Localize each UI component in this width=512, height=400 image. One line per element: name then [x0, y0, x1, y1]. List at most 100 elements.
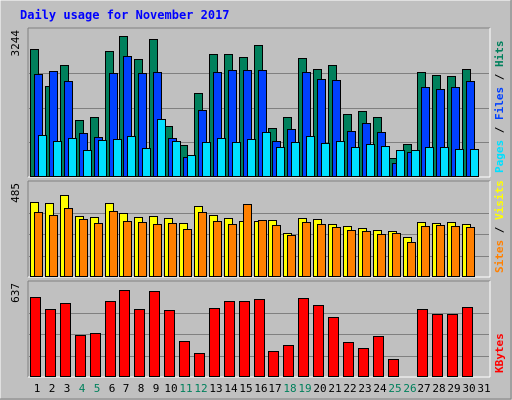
x-tick-label: 16 [254, 382, 267, 395]
bar-sites-day-16 [258, 220, 267, 277]
bar-sites-day-12 [198, 212, 207, 277]
bar-sites-day-30 [466, 227, 475, 277]
bar-kbytes-day-14 [224, 301, 235, 377]
bar-kbytes-day-2 [45, 309, 56, 377]
x-tick-label: 1 [34, 382, 41, 395]
series-kbytes [30, 290, 473, 377]
bar-pages-day-24 [381, 146, 390, 177]
x-tick-label: 18 [283, 382, 296, 395]
bar-kbytes-day-19 [298, 298, 309, 377]
bar-pages-day-15 [247, 139, 256, 177]
x-tick-label: 22 [343, 382, 356, 395]
bar-pages-day-9 [157, 119, 166, 177]
bar-kbytes-day-15 [239, 301, 250, 377]
bar-pages-day-8 [142, 148, 151, 177]
x-tick-label: 6 [109, 382, 116, 395]
legend-item-hits: Hits [493, 41, 506, 68]
x-tick-label: 13 [209, 382, 222, 395]
x-tick-label: 30 [462, 382, 475, 395]
bar-sites-day-22 [347, 230, 356, 277]
x-tick-label: 17 [268, 382, 281, 395]
legend-item-visits: Visits [493, 180, 506, 220]
bar-sites-day-23 [362, 231, 371, 277]
bar-pages-day-6 [113, 139, 122, 177]
y-max-label: 3244 [9, 30, 22, 57]
bar-pages-day-3 [68, 138, 77, 177]
legend-separator: / [493, 120, 506, 140]
series-sites [34, 204, 475, 277]
bar-sites-day-18 [287, 235, 296, 277]
legend-hits-files-pages: Pages / Files / Hits [493, 41, 506, 174]
panel-visits-sites: 485 Sites / Visits [9, 180, 506, 278]
bar-pages-day-5 [98, 140, 107, 177]
bar-pages-day-20 [321, 143, 330, 177]
x-tick-label: 31 [477, 382, 490, 395]
panel-hits-files-pages: 3244 Pages / Files / Hits [9, 27, 506, 178]
bar-kbytes-day-17 [268, 351, 279, 377]
x-tick-label: 5 [94, 382, 101, 395]
bar-pages-day-12 [202, 142, 211, 177]
bar-sites-day-2 [49, 215, 58, 277]
bar-pages-day-17 [276, 147, 285, 177]
y-max-label: 485 [9, 183, 22, 203]
bar-pages-day-16 [262, 132, 271, 177]
x-tick-label: 29 [447, 382, 460, 395]
panel-kbytes: 637 KBytes [9, 280, 506, 378]
legend-separator: / [493, 220, 506, 240]
x-tick-label: 20 [313, 382, 326, 395]
bar-sites-day-26 [407, 242, 416, 277]
bar-pages-day-7 [127, 136, 136, 177]
bar-sites-day-14 [228, 224, 237, 277]
bar-sites-day-24 [377, 234, 386, 277]
bar-pages-day-18 [291, 142, 300, 177]
bar-kbytes-day-7 [119, 290, 130, 377]
x-tick-label: 2 [49, 382, 56, 395]
y-max-label: 637 [9, 283, 22, 303]
bar-sites-day-9 [153, 224, 162, 277]
bar-pages-day-28 [440, 147, 449, 177]
bar-pages-day-11 [187, 155, 196, 177]
bar-pages-day-10 [172, 141, 181, 177]
bar-sites-day-25 [392, 233, 401, 277]
bar-kbytes-day-11 [179, 341, 190, 377]
bar-sites-day-29 [451, 226, 460, 277]
x-tick-label: 7 [123, 382, 130, 395]
bar-kbytes-day-8 [134, 309, 145, 377]
legend-separator: / [493, 67, 506, 87]
bar-sites-day-7 [123, 221, 132, 277]
bar-sites-day-1 [34, 212, 43, 277]
legend-item-kbytes: KBytes [493, 333, 506, 373]
series-pages [38, 119, 479, 177]
bar-kbytes-day-5 [90, 333, 101, 377]
legend-item-pages: Pages [493, 140, 506, 173]
x-tick-label: 11 [179, 382, 192, 395]
x-tick-label: 24 [373, 382, 387, 395]
bar-kbytes-day-23 [358, 348, 369, 377]
bar-kbytes-day-18 [283, 345, 294, 377]
x-tick-label: 8 [138, 382, 145, 395]
bar-pages-day-13 [217, 138, 226, 177]
x-tick-label: 12 [194, 382, 207, 395]
x-tick-label: 21 [328, 382, 341, 395]
x-tick-label: 26 [403, 382, 416, 395]
bar-pages-day-25 [396, 150, 405, 177]
bar-pages-day-21 [336, 141, 345, 177]
x-tick-label: 27 [417, 382, 430, 395]
x-tick-label: 23 [358, 382, 371, 395]
bar-kbytes-day-3 [60, 303, 71, 377]
bar-sites-day-13 [213, 221, 222, 277]
bar-kbytes-day-12 [194, 353, 205, 377]
bar-pages-day-4 [83, 150, 92, 177]
x-axis-labels: 1 2 3 4 5 6 7 8 9 10 11 12 13 14 15 16 17 18 19 20 21 22 23 24 2… [34, 382, 491, 395]
bar-kbytes-day-1 [30, 297, 41, 377]
bar-kbytes-day-16 [254, 299, 265, 377]
bar-pages-day-23 [366, 144, 375, 177]
x-tick-label: 9 [153, 382, 160, 395]
x-tick-label: 15 [239, 382, 252, 395]
chart-title: Daily usage for November 2017 [20, 8, 230, 22]
bar-sites-day-19 [302, 222, 311, 277]
x-tick-label: 3 [64, 382, 71, 395]
bar-sites-day-20 [317, 224, 326, 277]
